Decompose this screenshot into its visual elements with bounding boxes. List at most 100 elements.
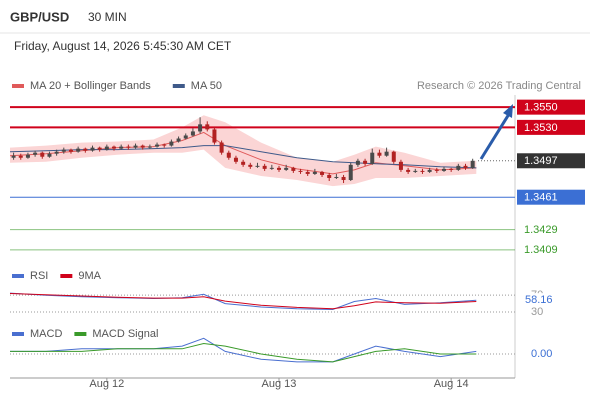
legend-swatch [12, 274, 24, 278]
candle-body [248, 164, 253, 167]
legend-label: MA 50 [191, 80, 222, 92]
candle-body [119, 146, 124, 149]
candle-body [276, 167, 281, 170]
candle-body [190, 131, 195, 136]
candle-body [312, 171, 317, 174]
legend-label: MACD [30, 328, 62, 340]
level-label-box [517, 189, 585, 205]
candle-body [348, 164, 353, 180]
candle-body [291, 167, 296, 171]
indicator-line [9, 292, 477, 311]
candle-body [391, 151, 396, 162]
candle-body [133, 145, 138, 148]
candle-body [441, 168, 446, 171]
candle-body [355, 160, 360, 165]
candle-body [470, 160, 475, 168]
candle-body [384, 151, 389, 156]
level-label: 1.3530 [524, 122, 558, 134]
x-tick-label: Aug 14 [434, 378, 469, 390]
candle-body [226, 152, 231, 158]
candle-body [334, 176, 339, 178]
level-label-box [517, 119, 585, 135]
candle-body [11, 155, 16, 158]
candle-body [363, 160, 368, 164]
candle-body [183, 135, 188, 139]
candle-body [233, 157, 238, 162]
candle-body [169, 141, 174, 146]
legend-label: MACD Signal [92, 328, 158, 340]
candle-body [320, 171, 325, 175]
candle-body [104, 146, 109, 150]
candle-body [420, 170, 425, 172]
level-label: 1.3550 [524, 102, 558, 114]
legend-swatch [12, 84, 24, 88]
candle-body [40, 152, 45, 157]
candle-body [327, 174, 332, 178]
price-label: 1.3497 [524, 155, 558, 167]
candle-body [126, 146, 131, 148]
candle-body [255, 165, 260, 167]
candle-body [427, 169, 432, 172]
legend-swatch [12, 332, 24, 336]
level-label: 1.3429 [524, 224, 558, 236]
candle-body [463, 165, 468, 168]
candle-body [198, 124, 203, 132]
indicator-line [10, 342, 477, 363]
candle-body [33, 152, 38, 155]
candle-body [284, 167, 289, 170]
candle-body [176, 138, 181, 142]
y-tick-label: 0.00 [531, 348, 552, 360]
candle-body [456, 165, 461, 170]
candle-body [241, 161, 246, 165]
datetime: Friday, August 14, 2026 5:45:30 AM CET [14, 39, 232, 53]
candle-body [162, 144, 167, 146]
candle-body [341, 176, 346, 180]
indicator-line [9, 293, 477, 310]
candle-body [155, 144, 160, 147]
candle-body [212, 129, 217, 143]
forecast-arrowhead [503, 104, 513, 118]
source: Research © 2026 Trading Central [417, 80, 581, 92]
candle-body [298, 170, 303, 172]
interval: 30 MIN [88, 10, 127, 24]
plot: MA 20 + Bollinger Bands MA 50 Research © 2… [9, 80, 585, 390]
legend-label: RSI [30, 270, 48, 282]
x-tick-label: Aug 13 [262, 378, 297, 390]
candle-body [269, 167, 274, 169]
level-label: 1.3409 [524, 244, 558, 256]
candle-body [68, 149, 73, 152]
candle-body [377, 152, 382, 156]
current-value: 58.16 [525, 294, 553, 306]
candle-body [413, 170, 418, 172]
legend-swatch [60, 274, 73, 278]
candle-body [47, 153, 52, 157]
candle-body [205, 124, 210, 130]
candle-body [398, 161, 403, 170]
candle-body [18, 155, 23, 158]
candle-body [90, 147, 95, 151]
candle-body [61, 149, 66, 152]
candle-body [83, 148, 88, 151]
candle-body [140, 145, 145, 148]
y-tick-label: 30 [531, 306, 543, 318]
candle-body [305, 171, 310, 174]
candle-body [97, 147, 102, 150]
candle-body [406, 169, 411, 172]
candle-body [76, 148, 81, 152]
legend-swatch [172, 84, 185, 88]
candle-body [147, 146, 152, 148]
legend-label: MA 20 + Bollinger Bands [30, 80, 151, 92]
symbol: GBP/USD [10, 9, 69, 24]
candle-body [449, 168, 454, 170]
level-label-box [517, 99, 585, 115]
candle-body [25, 154, 30, 158]
legend-swatch [74, 332, 87, 336]
price-label-box [517, 153, 585, 169]
candle-body [219, 142, 224, 153]
candle-body [262, 165, 267, 169]
forecast-arrow [479, 113, 511, 160]
level-label: 1.3461 [524, 192, 558, 204]
candle-body [434, 169, 439, 171]
